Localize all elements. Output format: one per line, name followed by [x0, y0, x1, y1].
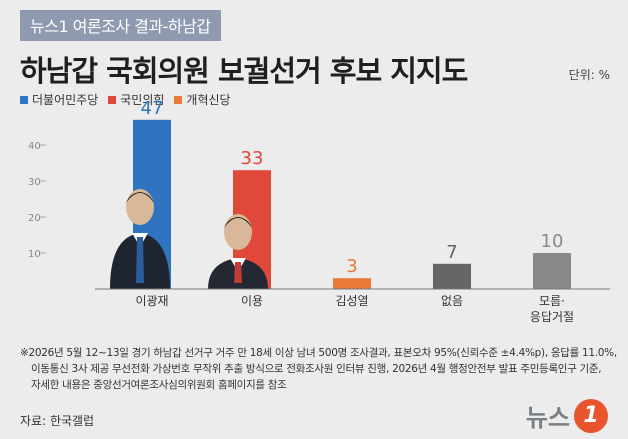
- candidate-portrait-lee-kwangjae: [110, 189, 170, 289]
- x-tick-label: 모름·: [539, 294, 565, 308]
- survey-notes: ※2026년 5월 12~13일 경기 하남갑 선거구 거주 만 18세 이상 …: [20, 345, 620, 393]
- x-tick-label: 응답거절: [530, 310, 574, 324]
- bar-value-label: 33: [241, 148, 264, 169]
- legend-item-reform: 개혁신당: [174, 91, 231, 108]
- logo-text: 뉴스: [525, 404, 570, 432]
- legend-label-ppp: 국민의힘: [120, 93, 165, 107]
- news1-logo: 뉴스 1: [526, 398, 608, 433]
- header-tag: 뉴스1 여론조사 결과-하남갑: [20, 10, 221, 41]
- bar-value-label: 10: [541, 231, 564, 252]
- logo-mark: 1: [574, 398, 608, 433]
- legend-label-democratic: 더불어민주당: [32, 93, 99, 107]
- bar-value-label: 47: [141, 98, 164, 119]
- y-tick-label: 10: [28, 249, 41, 260]
- page-title: 하남갑 국회의원 보궐선거 후보 지지도: [20, 54, 468, 88]
- bar-value-label: 3: [346, 256, 357, 277]
- legend: 더불어민주당 국민의힘 개혁신당: [20, 91, 231, 108]
- notes-line-1: ※2026년 5월 12~13일 경기 하남갑 선거구 거주 만 18세 이상 …: [20, 347, 617, 359]
- legend-label-reform: 개혁신당: [186, 93, 231, 107]
- bar: [433, 263, 471, 289]
- y-tick-label: 20: [28, 213, 41, 224]
- y-tick-label: 40: [28, 141, 41, 152]
- legend-swatch-reform: [174, 95, 183, 104]
- legend-swatch-ppp: [108, 95, 117, 104]
- unit-label: 단위: %: [568, 68, 610, 82]
- legend-item-democratic: 더불어민주당: [20, 91, 98, 108]
- notes-line-3: 자세한 내용은 중앙선거여론조사심의위원회 홈페이지를 참조: [31, 379, 287, 391]
- x-tick-label: 김성열: [335, 294, 368, 308]
- bar: [533, 253, 571, 289]
- y-tick-label: 30: [28, 177, 41, 188]
- notes-line-2: 이동통신 3사 제공 무선전화 가상번호 무작위 추출 방식으로 전화조사원 인…: [31, 363, 602, 375]
- bar: [333, 278, 371, 289]
- x-tick-label: 이용: [241, 294, 263, 308]
- source-label: 자료: 한국갤럽: [20, 414, 95, 428]
- x-tick-label: 없음: [441, 294, 463, 308]
- x-tick-label: 이광재: [135, 294, 168, 308]
- bar-value-label: 7: [446, 242, 457, 263]
- candidate-portrait-lee-yong: [208, 214, 268, 289]
- legend-swatch-democratic: [20, 95, 28, 104]
- legend-item-ppp: 국민의힘: [108, 91, 164, 108]
